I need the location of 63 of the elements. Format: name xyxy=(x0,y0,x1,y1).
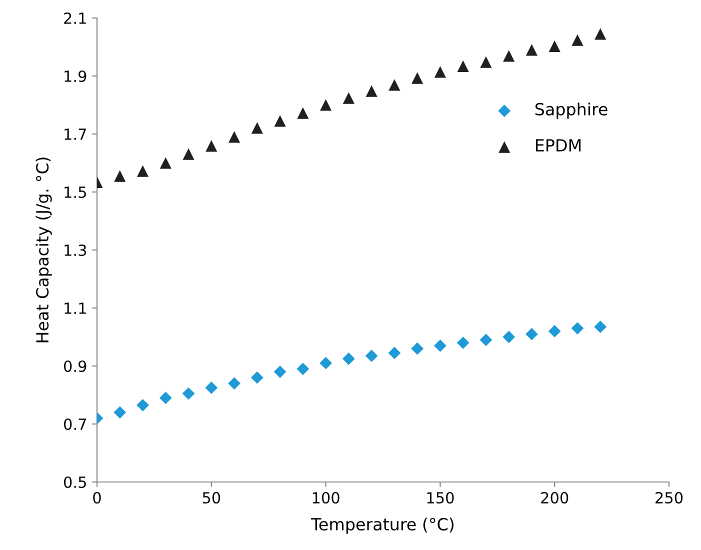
y-tick-label: 1.1 xyxy=(64,302,86,314)
x-tick-label: 150 xyxy=(427,492,454,504)
point xyxy=(320,99,332,111)
point xyxy=(366,85,378,97)
point xyxy=(182,387,195,400)
y-tick-label: 1.3 xyxy=(64,244,86,256)
y-tick-label: 0.7 xyxy=(64,418,86,430)
point xyxy=(388,79,400,91)
point xyxy=(503,50,515,62)
point xyxy=(548,40,560,52)
point xyxy=(159,392,172,404)
y-tick-label: 1.5 xyxy=(64,186,86,198)
point xyxy=(228,131,240,143)
point xyxy=(502,330,516,344)
x-tick-label: 50 xyxy=(202,492,220,504)
y-tick-label: 1.9 xyxy=(64,70,86,82)
point xyxy=(571,322,584,335)
point xyxy=(342,92,354,104)
point xyxy=(572,34,584,46)
point xyxy=(412,72,424,84)
point xyxy=(297,107,309,119)
point xyxy=(274,366,286,378)
legend-label: Sapphire xyxy=(535,102,608,119)
point xyxy=(594,320,607,334)
x-tick-label: 100 xyxy=(312,492,340,504)
point xyxy=(274,115,286,127)
x-tick-label: 0 xyxy=(93,492,101,504)
point xyxy=(548,324,561,338)
y-tick-label: 0.9 xyxy=(64,360,86,372)
x-tick-label: 200 xyxy=(541,492,568,504)
x-axis-title: Temperature (°C) xyxy=(311,518,454,534)
y-tick-label: 2.1 xyxy=(64,12,86,24)
point xyxy=(434,339,446,352)
point xyxy=(205,382,218,394)
point xyxy=(342,352,355,365)
point xyxy=(434,66,446,78)
point xyxy=(251,122,263,134)
point xyxy=(250,371,264,384)
point xyxy=(526,328,538,340)
point xyxy=(206,140,218,152)
point xyxy=(411,342,424,355)
y-tick-label: 0.5 xyxy=(64,476,86,488)
point xyxy=(526,44,538,56)
point xyxy=(480,56,492,68)
legend-label: EPDM xyxy=(536,139,581,152)
point xyxy=(296,362,310,376)
point xyxy=(365,350,378,362)
point xyxy=(136,398,149,412)
point xyxy=(388,346,401,360)
point xyxy=(594,28,606,40)
point xyxy=(114,170,126,182)
point xyxy=(457,60,469,72)
y-tick-label: 1.7 xyxy=(64,128,86,140)
point xyxy=(160,157,172,169)
point xyxy=(228,377,240,390)
x-tick-label: 250 xyxy=(656,492,683,504)
y-axis-title: Heat Capacity (J/g. °C) xyxy=(36,158,52,342)
point xyxy=(136,165,149,177)
point xyxy=(480,334,492,346)
point xyxy=(320,356,332,370)
point xyxy=(182,148,194,160)
point xyxy=(114,406,126,419)
point xyxy=(456,336,470,350)
